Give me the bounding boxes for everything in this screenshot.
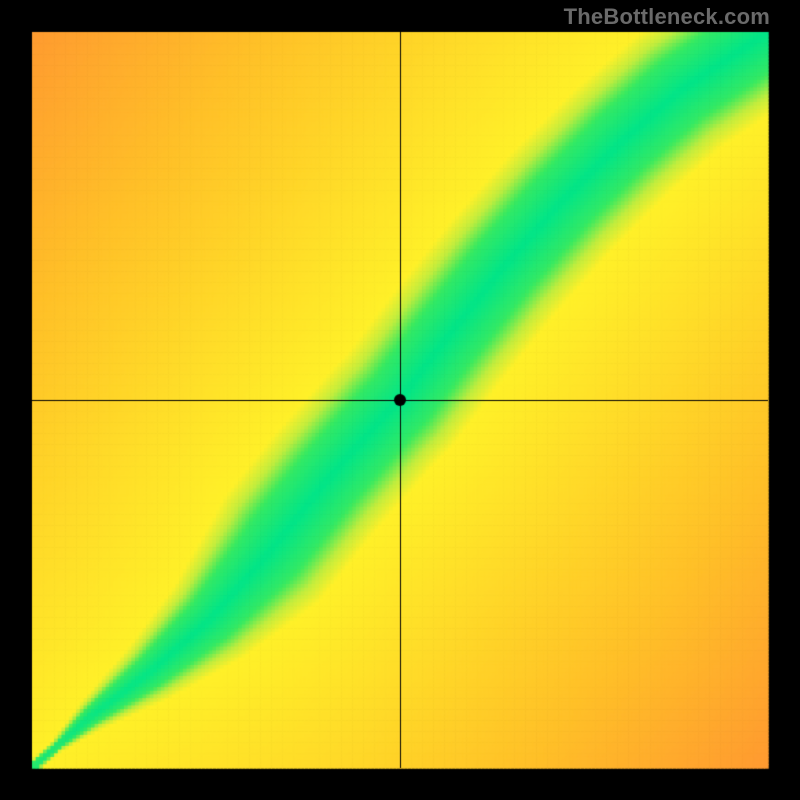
watermark-text: TheBottleneck.com — [564, 4, 770, 30]
bottleneck-heatmap — [0, 0, 800, 800]
chart-container: TheBottleneck.com — [0, 0, 800, 800]
